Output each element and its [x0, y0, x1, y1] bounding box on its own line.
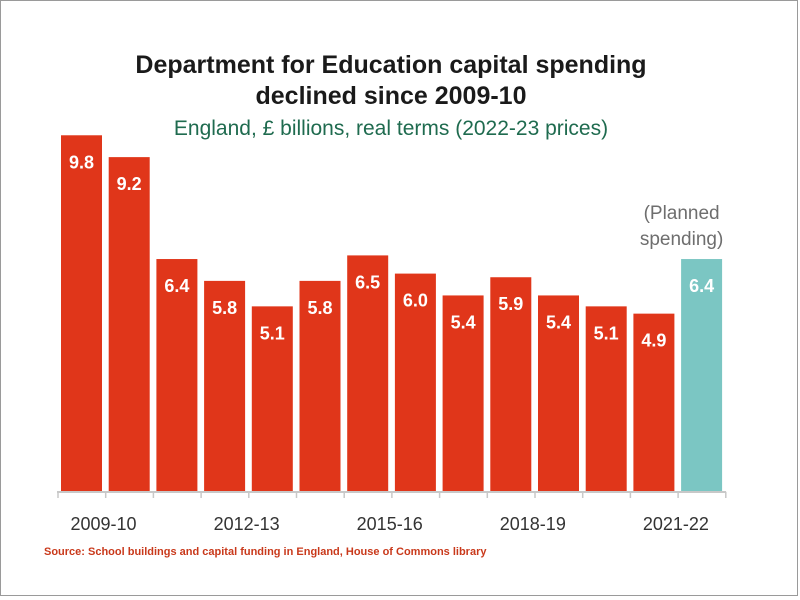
bar [251, 306, 293, 492]
bar [108, 157, 150, 492]
bar [394, 273, 436, 492]
bar-value-label: 5.4 [451, 312, 476, 332]
bar [347, 255, 389, 492]
planned-spending-annotation: (Planned [644, 203, 720, 224]
chart-title: Department for Education capital spendin… [0, 50, 782, 112]
bar [538, 295, 579, 492]
planned-spending-annotation: spending) [640, 229, 723, 250]
bar-value-label: 6.5 [355, 272, 380, 292]
bar [156, 259, 198, 492]
bar-value-label: 5.1 [594, 323, 619, 343]
bar-value-label: 5.8 [307, 298, 332, 318]
bar-value-label: 6.4 [689, 276, 714, 296]
x-tick-label: 2018-19 [500, 514, 566, 534]
chart-title-line-2: declined since 2009-10 [255, 82, 527, 110]
bar-value-label: 4.9 [641, 331, 666, 351]
bar-value-label: 6.0 [403, 291, 428, 311]
bar-value-label: 5.9 [498, 294, 523, 314]
chart-title-line-1: Department for Education capital spendin… [135, 51, 647, 79]
x-tick-label: 2021-22 [643, 514, 709, 534]
bar-value-label: 9.2 [117, 174, 142, 194]
chart-subtitle: England, £ billions, real terms (2022-23… [173, 117, 609, 140]
bar [204, 280, 246, 492]
bar-value-label: 5.4 [546, 312, 571, 332]
x-tick-label: 2012-13 [214, 514, 280, 534]
bar [299, 280, 341, 492]
bar-value-label: 5.8 [212, 298, 237, 318]
bar [490, 277, 532, 492]
bar [585, 306, 627, 492]
bar [442, 295, 484, 492]
bar [633, 313, 675, 492]
x-tick-label: 2015-16 [357, 514, 423, 534]
bar [61, 135, 102, 492]
source-note: Source: School buildings and capital fun… [44, 546, 487, 558]
bar-value-label: 5.1 [260, 323, 285, 343]
bar-planned [681, 259, 723, 492]
bar-value-label: 9.8 [69, 152, 94, 172]
bar-value-label: 6.4 [164, 276, 189, 296]
x-tick-label: 2009-10 [70, 514, 136, 534]
